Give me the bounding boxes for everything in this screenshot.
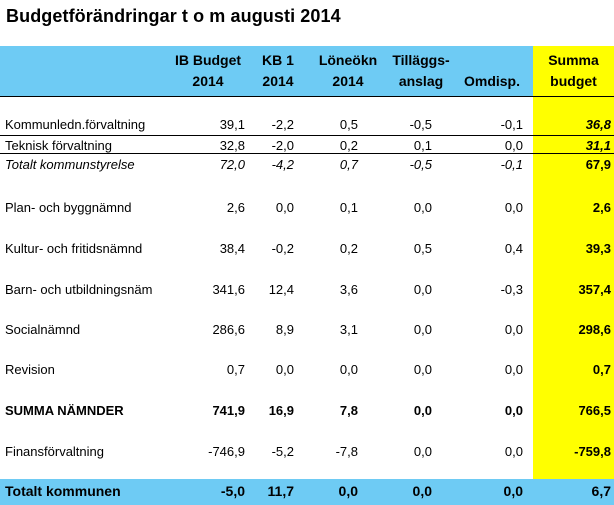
- header-tillaggsanslag: Tilläggs-anslag: [392, 52, 450, 89]
- total-row: Totalt kommunen -5,0 11,7 0,0 0,0 0,0 6,…: [0, 479, 614, 505]
- header-loneokn: Löneökn 2014: [318, 52, 378, 89]
- header-summa-budget: Summa budget: [548, 52, 599, 89]
- header-highlight: [533, 46, 614, 96]
- row-divider: [0, 135, 614, 136]
- table-header: IB Budget 2014 KB 1 2014 Löneökn 2014 Tillä…: [0, 46, 614, 96]
- summa-budget-highlight: [533, 46, 614, 479]
- header-omdisp: Omdisp.: [463, 73, 520, 89]
- budget-table: IB Budget 2014 KB 1 2014 Löneökn 2014 Tillä…: [0, 46, 614, 505]
- header-border: [0, 96, 614, 97]
- row-divider: [0, 153, 614, 154]
- header-ib-budget: IB Budget 2014: [174, 52, 242, 89]
- header-kb1: KB 1 2014: [262, 52, 294, 89]
- page-title: Budgetförändringar t o m augusti 2014: [6, 6, 341, 26]
